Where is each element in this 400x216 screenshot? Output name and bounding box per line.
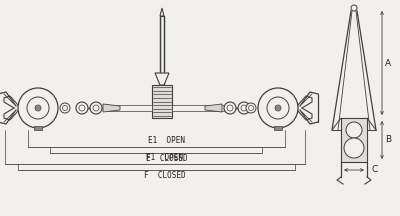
Text: F1  OPEN: F1 OPEN: [146, 153, 184, 162]
Bar: [341, 118, 367, 162]
Circle shape: [18, 88, 58, 128]
Text: F  CLOSED: F CLOSED: [144, 171, 186, 180]
Polygon shape: [155, 73, 169, 85]
Circle shape: [93, 105, 99, 111]
Bar: [152, 85, 172, 118]
Circle shape: [90, 102, 102, 114]
Bar: [274, 126, 282, 130]
Text: A: A: [385, 59, 391, 67]
Bar: [172, 105, 225, 111]
Circle shape: [224, 102, 236, 114]
Circle shape: [241, 105, 247, 111]
Circle shape: [248, 105, 254, 111]
Circle shape: [275, 105, 281, 111]
Circle shape: [76, 102, 88, 114]
Text: B: B: [385, 135, 391, 145]
Circle shape: [344, 138, 364, 158]
Polygon shape: [205, 104, 222, 112]
Bar: [108, 105, 152, 111]
Circle shape: [246, 103, 256, 113]
Circle shape: [258, 88, 298, 128]
Circle shape: [35, 105, 41, 111]
Text: E1  OPEN: E1 OPEN: [148, 136, 185, 145]
Circle shape: [351, 5, 357, 11]
Circle shape: [27, 97, 49, 119]
Text: E  CLOSED: E CLOSED: [146, 154, 187, 163]
Circle shape: [267, 97, 289, 119]
Circle shape: [238, 102, 250, 114]
Bar: [34, 126, 42, 130]
Circle shape: [62, 105, 68, 111]
Circle shape: [60, 103, 70, 113]
Text: C: C: [371, 165, 377, 175]
Circle shape: [227, 105, 233, 111]
Circle shape: [346, 122, 362, 138]
Circle shape: [79, 105, 85, 111]
Polygon shape: [103, 104, 120, 112]
Polygon shape: [160, 8, 164, 16]
